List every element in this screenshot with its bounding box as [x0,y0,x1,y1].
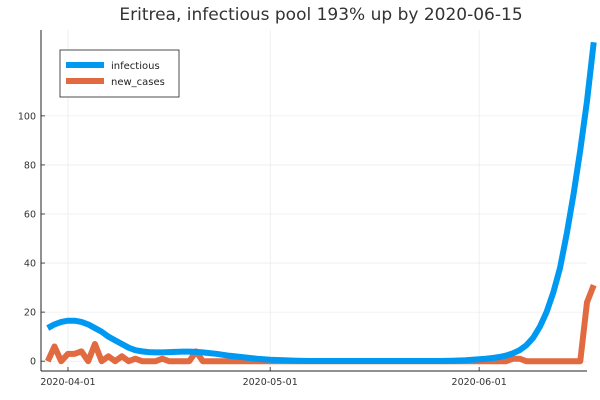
y-tick-labels: 0 20 40 60 80 100 [18,111,45,368]
legend-label-new-cases: new_cases [111,77,165,88]
y-tick-label: 0 [30,357,36,368]
chart-title: Eritrea, infectious pool 193% up by 2020… [119,5,522,25]
x-tick-label: 2020-04-01 [40,377,95,388]
legend-box [59,49,180,98]
legend: infectious new_cases [59,49,180,98]
y-tick-label: 60 [24,209,36,220]
x-tick-label: 2020-06-01 [452,377,507,388]
y-tick-label: 20 [24,308,36,319]
series-line-infectious [46,41,597,364]
axes [40,30,587,372]
legend-label-infectious: infectious [111,61,160,72]
grid [41,30,587,371]
series-lines [45,41,597,365]
y-tick-label: 100 [18,111,36,122]
x-tick-labels: 2020-04-01 2020-05-01 2020-06-01 [40,367,507,388]
y-tick-label: 80 [24,160,36,171]
x-tick-label: 2020-05-01 [243,377,298,388]
y-tick-label: 40 [24,259,36,270]
